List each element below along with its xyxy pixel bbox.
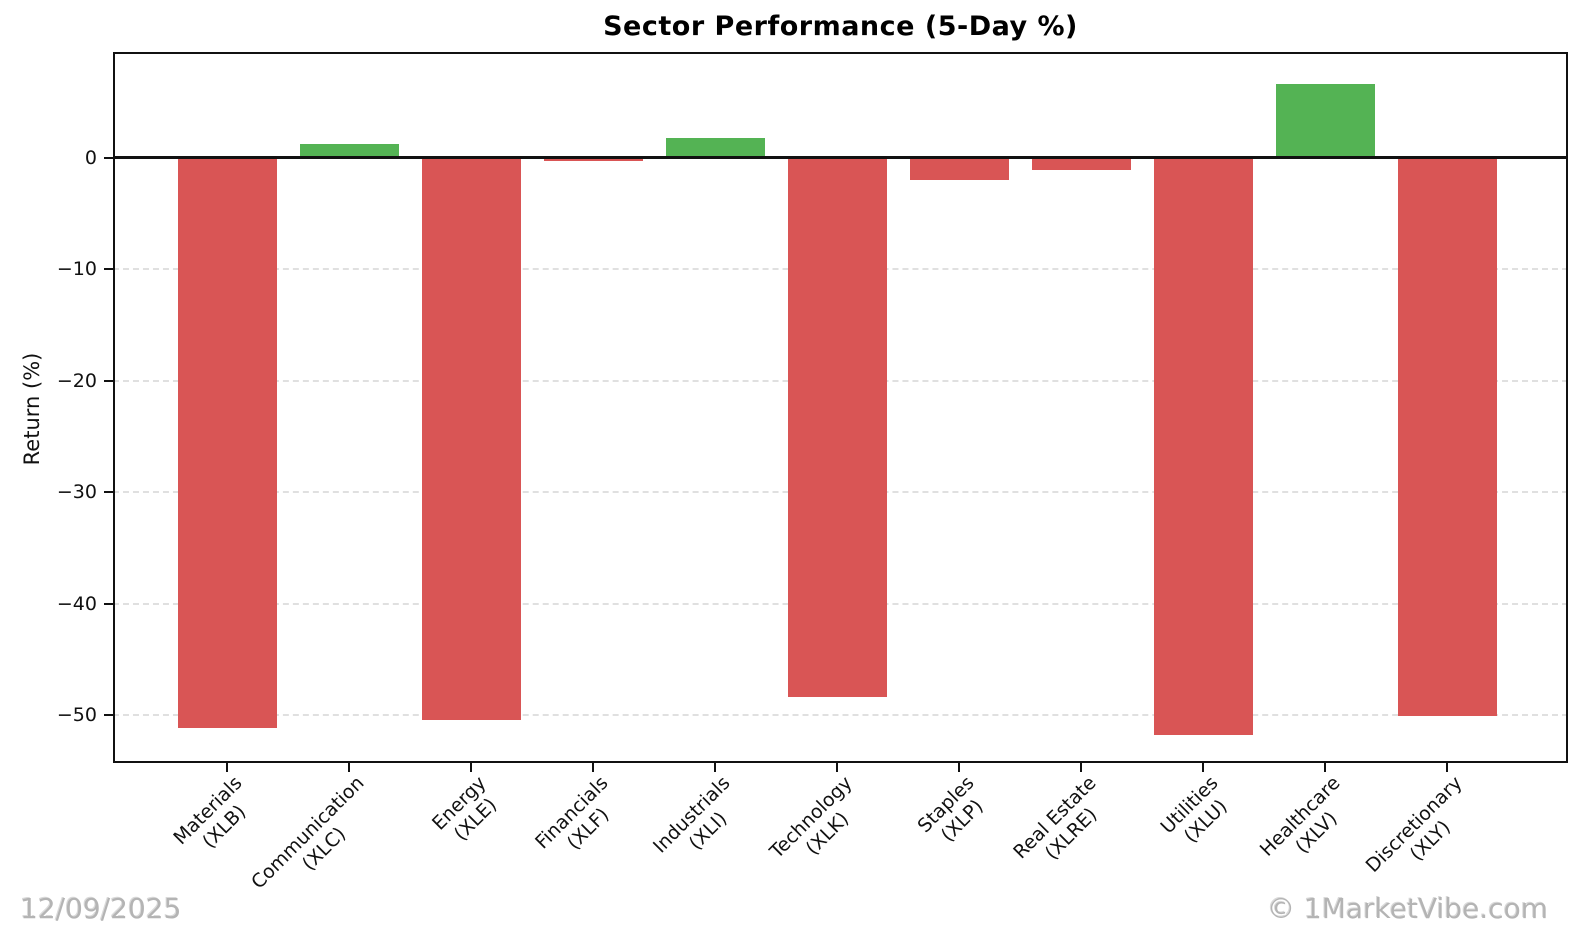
- chart-title: Sector Performance (5-Day %): [603, 11, 1078, 42]
- x-tick-mark-xly: [1446, 763, 1448, 772]
- bar-xly: [1397, 157, 1497, 717]
- y-tick-mark--20: [104, 379, 113, 382]
- x-tick-label-xly: Discretionary (XLY): [1362, 772, 1484, 894]
- x-tick-label-xlre: Real Estate (XLRE): [1009, 772, 1117, 880]
- bar-xlu: [1153, 157, 1253, 736]
- bar-xlre: [1031, 157, 1131, 171]
- x-tick-mark-xlf: [592, 763, 594, 772]
- y-tick-label--50: −50: [56, 704, 97, 727]
- y-tick-label--30: −30: [56, 481, 97, 504]
- y-tick-mark--40: [104, 602, 113, 605]
- y-tick-mark-0: [104, 156, 113, 159]
- x-tick-label-xlu: Utilities (XLU): [1156, 772, 1239, 855]
- bar-xlk: [787, 157, 887, 698]
- x-tick-mark-xlre: [1080, 763, 1082, 772]
- y-tick-label-0: 0: [84, 146, 97, 169]
- bar-xlv: [1275, 84, 1375, 158]
- bar-xlf: [543, 157, 643, 162]
- y-tick-mark--30: [104, 491, 113, 494]
- y-tick-label--40: −40: [56, 592, 97, 615]
- x-tick-label-xlb: Materials (XLB): [169, 772, 263, 866]
- plot-area: 0 −10 −20 −30 −40 −50 Materials (XLB) Communicat…: [57, 52, 1568, 893]
- x-tick-mark-xlp: [958, 763, 960, 772]
- zero-axis-line: [113, 156, 1568, 160]
- x-tick-mark-xlb: [226, 763, 228, 772]
- bar-xle: [421, 157, 521, 720]
- x-tick-mark-xlv: [1324, 763, 1326, 772]
- bar-xlp: [909, 157, 1009, 181]
- x-tick-mark-xlu: [1202, 763, 1204, 772]
- bar-xlc: [299, 144, 399, 158]
- credit-watermark: © 1MarketVibe.com: [1267, 892, 1548, 925]
- x-tick-mark-xlk: [836, 763, 838, 772]
- bar-xlb: [177, 157, 277, 729]
- x-tick-label-xlv: Healthcare (XLV): [1256, 772, 1362, 878]
- x-tick-label-xle: Energy (XLE): [428, 772, 508, 852]
- x-tick-label-xlp: Staples (XLP): [913, 772, 995, 854]
- bar-xli: [665, 137, 765, 158]
- x-tick-label-xli: Industrials (XLI): [649, 772, 752, 875]
- y-tick-label--20: −20: [56, 369, 97, 392]
- y-tick-mark--50: [104, 714, 113, 717]
- x-tick-label-xlf: Financials (XLF): [531, 772, 629, 870]
- x-tick-mark-xlc: [348, 763, 350, 772]
- x-tick-label-xlc: Communication (XLC): [247, 772, 385, 910]
- x-tick-mark-xli: [714, 763, 716, 772]
- y-tick-mark--10: [104, 268, 113, 271]
- gridline--50: [113, 714, 1568, 717]
- y-axis-label: Return (%): [20, 352, 44, 466]
- x-tick-mark-xle: [470, 763, 472, 772]
- x-tick-label-xlk: Technology (XLK): [766, 772, 874, 880]
- y-tick-label--10: −10: [56, 258, 97, 281]
- date-watermark: 12/09/2025: [20, 892, 182, 925]
